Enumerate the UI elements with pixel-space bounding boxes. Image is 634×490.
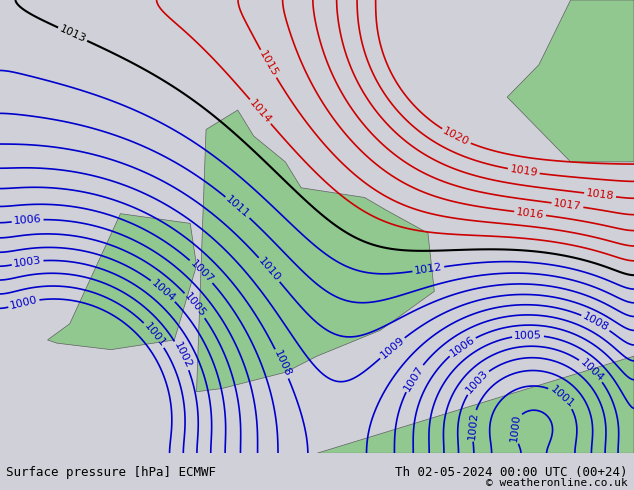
Text: 1005: 1005 [514,330,542,341]
Text: 1015: 1015 [257,49,280,78]
Text: 1005: 1005 [183,292,208,319]
Text: 1008: 1008 [581,311,611,333]
Text: 1009: 1009 [378,335,406,361]
Text: 1018: 1018 [586,188,614,201]
Text: 1006: 1006 [448,334,476,358]
Text: 1017: 1017 [553,198,582,212]
Text: Th 02-05-2024 00:00 UTC (00+24): Th 02-05-2024 00:00 UTC (00+24) [395,466,628,479]
Text: 1006: 1006 [13,214,42,226]
Text: 1003: 1003 [464,368,490,395]
Text: 1004: 1004 [578,357,605,384]
Text: 1016: 1016 [515,207,545,220]
Text: 1008: 1008 [271,349,292,379]
Text: © weatheronline.co.uk: © weatheronline.co.uk [486,478,628,488]
Text: 1020: 1020 [441,126,471,147]
Text: 1000: 1000 [9,295,39,311]
Text: 1019: 1019 [509,164,538,178]
Polygon shape [317,356,634,453]
Text: 1010: 1010 [256,256,282,284]
Text: 1002: 1002 [172,341,193,370]
Polygon shape [48,214,197,350]
Polygon shape [507,0,634,162]
Text: 1000: 1000 [508,414,522,442]
Text: 1012: 1012 [413,262,443,276]
Text: 1007: 1007 [402,364,425,392]
Text: 1002: 1002 [467,411,479,440]
Text: 1001: 1001 [548,384,576,410]
Text: 1011: 1011 [224,194,252,220]
Text: Surface pressure [hPa] ECMWF: Surface pressure [hPa] ECMWF [6,466,216,479]
Text: 1004: 1004 [150,278,177,304]
Text: 1001: 1001 [142,321,167,349]
Polygon shape [197,110,434,392]
Text: 1013: 1013 [58,24,87,45]
Text: 1014: 1014 [247,98,273,125]
Text: 1003: 1003 [13,255,42,269]
Text: 1007: 1007 [188,258,215,285]
